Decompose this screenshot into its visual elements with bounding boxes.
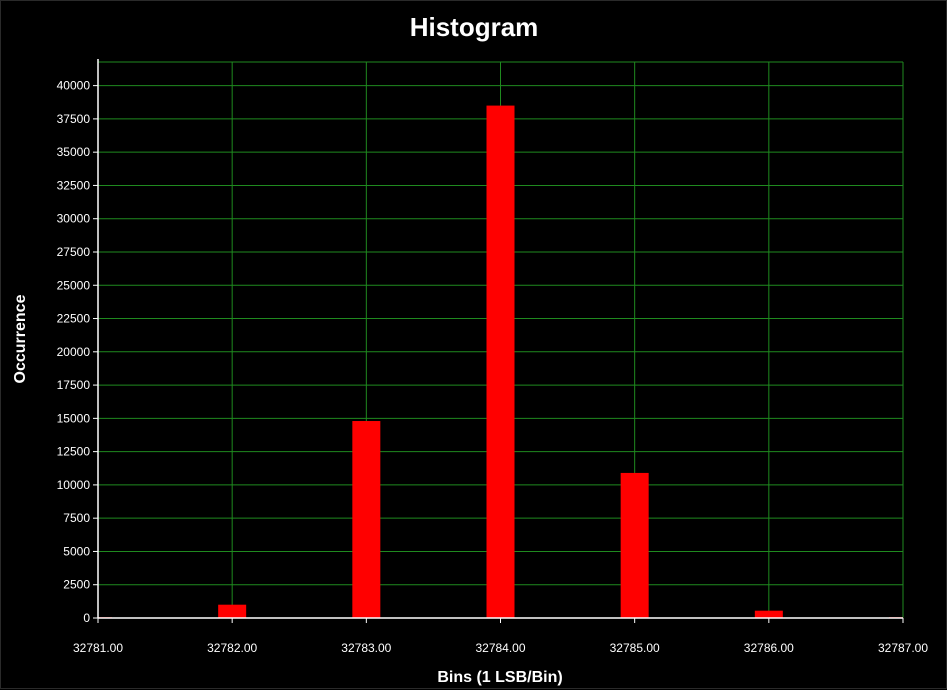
y-tick-label: 22500 [57,312,91,326]
y-tick-label: 37500 [57,112,91,126]
histogram-bar [620,472,649,618]
y-tick-label: 40000 [57,79,91,93]
y-tick-label: 0 [83,611,90,625]
histogram-bar [486,105,515,619]
y-tick-label: 10000 [57,478,91,492]
y-tick-label: 35000 [57,145,91,159]
y-tick-label: 30000 [57,212,91,226]
y-tick-label: 2500 [63,578,90,592]
bars [98,105,903,619]
y-tick-label: 7500 [63,511,90,525]
x-tick-label: 32786.00 [744,641,794,655]
y-tick-label: 12500 [57,445,91,459]
y-tick-label: 15000 [57,411,91,425]
y-tick-label: 20000 [57,345,91,359]
x-tick-label: 32783.00 [341,641,391,655]
chart-title: Histogram [410,12,539,42]
histogram-bar [352,421,381,618]
x-axis-title: Bins (1 LSB/Bin) [437,669,562,686]
x-tick-labels: 32781.00 32782.00 32783.00 32784.00 32785.00… [73,641,928,655]
histogram-bar [218,604,247,618]
x-tick-label: 32781.00 [73,641,123,655]
y-tick-label: 5000 [63,544,90,558]
y-tick-label: 25000 [57,278,91,292]
y-tick-label: 32500 [57,178,91,192]
x-tick-label: 32785.00 [610,641,660,655]
y-axis-title: Occurrence [12,294,29,383]
axes [93,59,904,623]
histogram-bar [754,610,783,618]
x-tick-label: 32782.00 [207,641,257,655]
x-tick-label: 32784.00 [475,641,525,655]
y-tick-labels: 0 2500 5000 7500 10000 12500 15000 17500 20000 22… [57,79,91,625]
y-tick-label: 27500 [57,245,91,259]
x-tick-label: 32787.00 [878,641,928,655]
y-tick-label: 17500 [57,378,91,392]
